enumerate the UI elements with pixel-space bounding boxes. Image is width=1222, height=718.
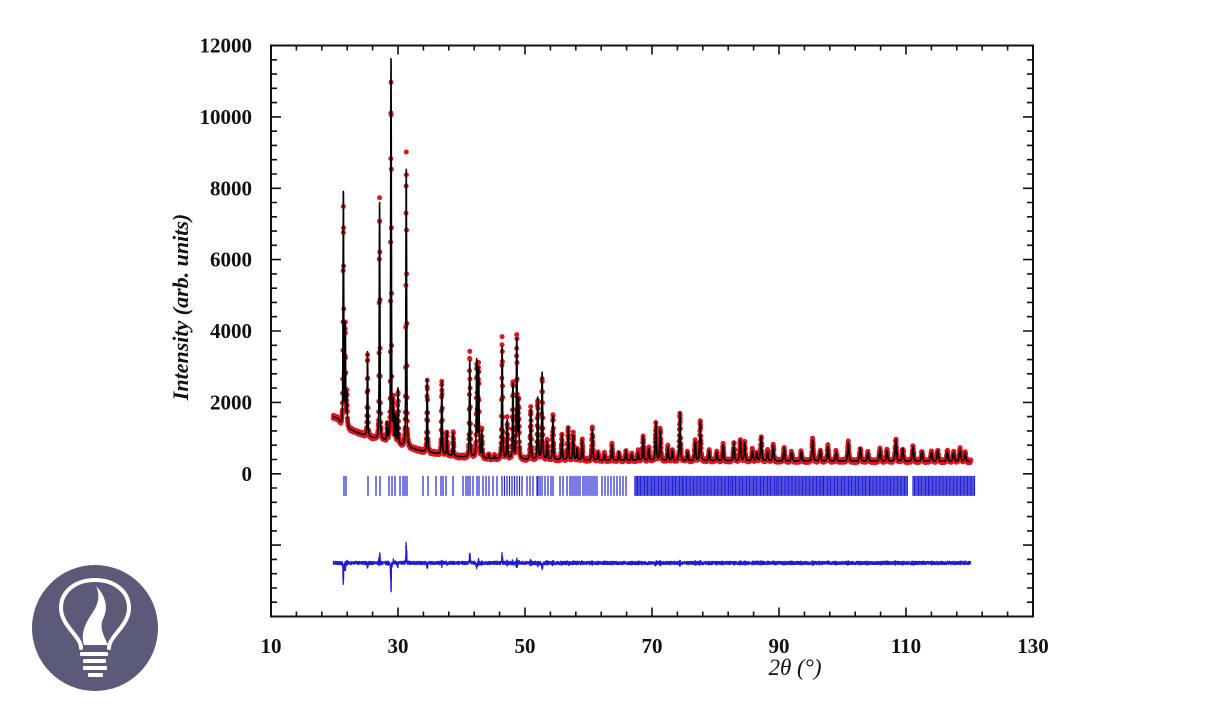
lightbulb-icon [32, 565, 158, 691]
lightbulb-flame [82, 586, 108, 645]
lightbulb-base [80, 652, 108, 677]
x-tick-label: 110 [891, 634, 921, 658]
y-axis-tick-labels: 0 2000 4000 6000 8000 10000 12000 [200, 34, 253, 486]
observed-data-points [330, 79, 974, 466]
y-axis-title: Intensity (arb. units) [168, 214, 193, 401]
x-tick-label: 90 [769, 634, 790, 658]
bragg-reflection-ticks [343, 475, 976, 496]
difference-curve [332, 541, 972, 593]
y-tick-label: 8000 [210, 176, 252, 200]
x-axis-title: 2θ (°) [768, 655, 821, 680]
calculated-profile-line [332, 58, 972, 463]
y-tick-label: 6000 [210, 248, 252, 272]
tick-marks [270, 44, 1034, 618]
y-tick-label: 12000 [200, 34, 253, 58]
x-tick-label: 130 [1017, 634, 1049, 658]
axes-frame [270, 44, 1034, 618]
x-tick-label: 30 [388, 634, 409, 658]
x-tick-label: 70 [642, 634, 663, 658]
plot-area [330, 58, 976, 593]
lightbulb-glass-outline [58, 577, 132, 650]
axis-ticks [270, 44, 1034, 618]
x-tick-label: 50 [515, 634, 536, 658]
y-tick-label: 10000 [200, 105, 253, 129]
y-tick-label: 2000 [210, 390, 252, 414]
y-tick-label: 4000 [210, 319, 252, 343]
x-tick-label: 10 [261, 634, 282, 658]
x-axis-tick-labels: 10 30 50 70 90 110 130 [261, 634, 1049, 658]
y-tick-label: 0 [242, 462, 253, 486]
bragg-tick-marks [343, 475, 976, 496]
